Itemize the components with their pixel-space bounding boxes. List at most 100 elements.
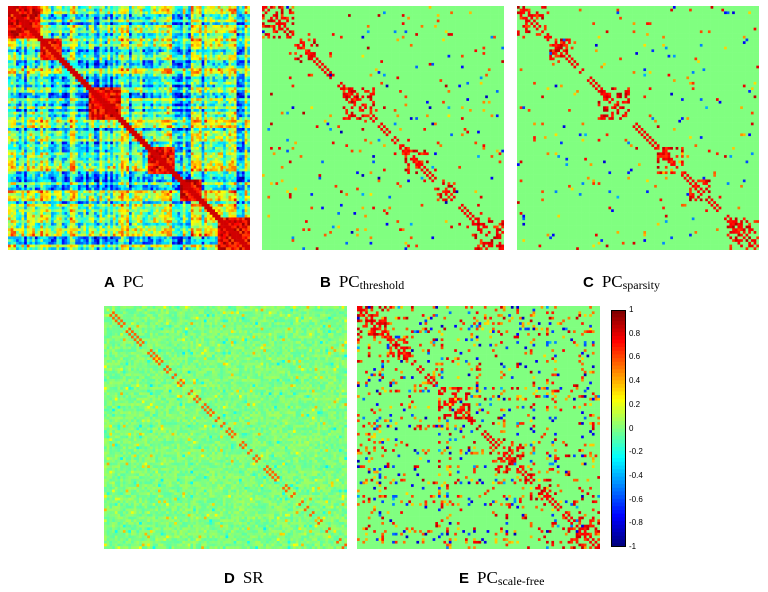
heatmap-cell — [241, 68, 245, 72]
heatmap-cell — [131, 117, 135, 121]
heatmap-cell — [104, 65, 108, 69]
heatmap-cell — [225, 130, 229, 134]
heatmap-cell — [64, 133, 68, 137]
heatmap-cell — [123, 49, 127, 53]
heatmap-cell — [18, 19, 22, 23]
heatmap-cell — [13, 141, 17, 145]
heatmap-cell — [48, 106, 52, 110]
heatmap-cell — [215, 103, 219, 107]
heatmap-cell — [139, 52, 143, 56]
heatmap-cell — [145, 49, 149, 53]
heatmap-cell — [185, 136, 189, 140]
heatmap-cell — [180, 95, 184, 99]
heatmap-cell — [80, 43, 84, 47]
heatmap-cell — [182, 79, 186, 83]
heatmap-cell — [163, 68, 167, 72]
heatmap-cell — [67, 27, 71, 31]
heatmap-cell — [24, 46, 28, 50]
heatmap-cell — [120, 92, 124, 96]
heatmap-cell — [150, 62, 154, 66]
heatmap-cell — [198, 98, 202, 102]
heatmap-cell — [8, 60, 11, 64]
heatmap-cell — [174, 125, 178, 129]
heatmap-cell — [225, 133, 229, 137]
heatmap-cell — [247, 43, 250, 47]
heatmap-cell — [123, 27, 127, 31]
heatmap-cell — [206, 92, 210, 96]
heatmap-cell — [96, 16, 100, 20]
heatmap-cell — [231, 24, 235, 28]
heatmap-cell — [29, 111, 33, 115]
heatmap-cell — [8, 155, 11, 159]
heatmap-cell — [118, 117, 122, 121]
heatmap-cell — [126, 81, 130, 85]
heatmap-cell — [69, 103, 73, 107]
heatmap-cell — [158, 49, 162, 53]
heatmap-cell — [209, 41, 213, 45]
heatmap-cell — [96, 136, 100, 140]
heatmap-cell — [104, 73, 108, 77]
heatmap-cell — [110, 136, 114, 140]
heatmap-cell — [233, 100, 237, 104]
heatmap-cell — [40, 46, 44, 50]
heatmap-cell — [107, 76, 111, 80]
heatmap-cell — [150, 141, 154, 145]
heatmap-cell — [94, 6, 98, 10]
heatmap-cell — [182, 103, 186, 107]
heatmap-cell — [72, 8, 76, 12]
heatmap-cell — [115, 117, 119, 121]
heatmap-cell — [172, 87, 176, 91]
heatmap-cell — [104, 100, 108, 104]
heatmap-cell — [217, 81, 221, 85]
heatmap-cell — [112, 22, 116, 26]
heatmap-cell — [53, 155, 57, 159]
heatmap-cell — [142, 33, 146, 37]
heatmap-cell — [53, 149, 57, 153]
heatmap-cell — [24, 57, 28, 61]
heatmap-cell — [174, 27, 178, 31]
heatmap-cell — [247, 90, 250, 94]
heatmap-cell — [212, 87, 216, 91]
heatmap-cell — [137, 38, 141, 42]
heatmap-cell — [75, 117, 79, 121]
heatmap-cell — [67, 43, 71, 47]
heatmap-cell — [51, 38, 55, 42]
heatmap-cell — [204, 130, 208, 134]
heatmap-cell — [91, 19, 95, 23]
heatmap-cell — [172, 76, 176, 80]
heatmap-cell — [223, 95, 227, 99]
heatmap-cell — [26, 62, 30, 66]
heatmap-cell — [45, 38, 49, 42]
heatmap-cell — [150, 84, 154, 88]
heatmap-cell — [85, 19, 89, 23]
heatmap-cell — [40, 57, 44, 61]
heatmap-cell — [247, 106, 250, 110]
heatmap-cell — [120, 84, 124, 88]
heatmap-cell — [225, 122, 229, 126]
heatmap-cell — [34, 52, 38, 56]
heatmap-cell — [147, 87, 151, 91]
heatmap-cell — [188, 87, 192, 91]
heatmap-cell — [72, 60, 76, 64]
heatmap-cell — [56, 130, 60, 134]
heatmap-cell — [241, 8, 245, 12]
heatmap-cell — [153, 33, 157, 37]
heatmap-cell — [161, 130, 165, 134]
heatmap-cell — [18, 41, 22, 45]
heatmap-cell — [48, 41, 52, 45]
heatmap-cell — [13, 128, 17, 132]
heatmap-cell — [233, 54, 237, 58]
heatmap-cell — [56, 8, 60, 12]
heatmap-cell — [196, 103, 200, 107]
heatmap-cell — [126, 130, 130, 134]
heatmap-cell — [223, 19, 227, 23]
heatmap-cell — [34, 128, 38, 132]
heatmap-cell — [75, 62, 79, 66]
heatmap-cell — [40, 130, 44, 134]
heatmap-cell — [59, 130, 63, 134]
heatmap-cell — [212, 84, 216, 88]
heatmap-cell — [91, 136, 95, 140]
heatmap-cell — [212, 149, 216, 153]
heatmap-cell — [177, 41, 181, 45]
heatmap-cell — [198, 6, 202, 10]
